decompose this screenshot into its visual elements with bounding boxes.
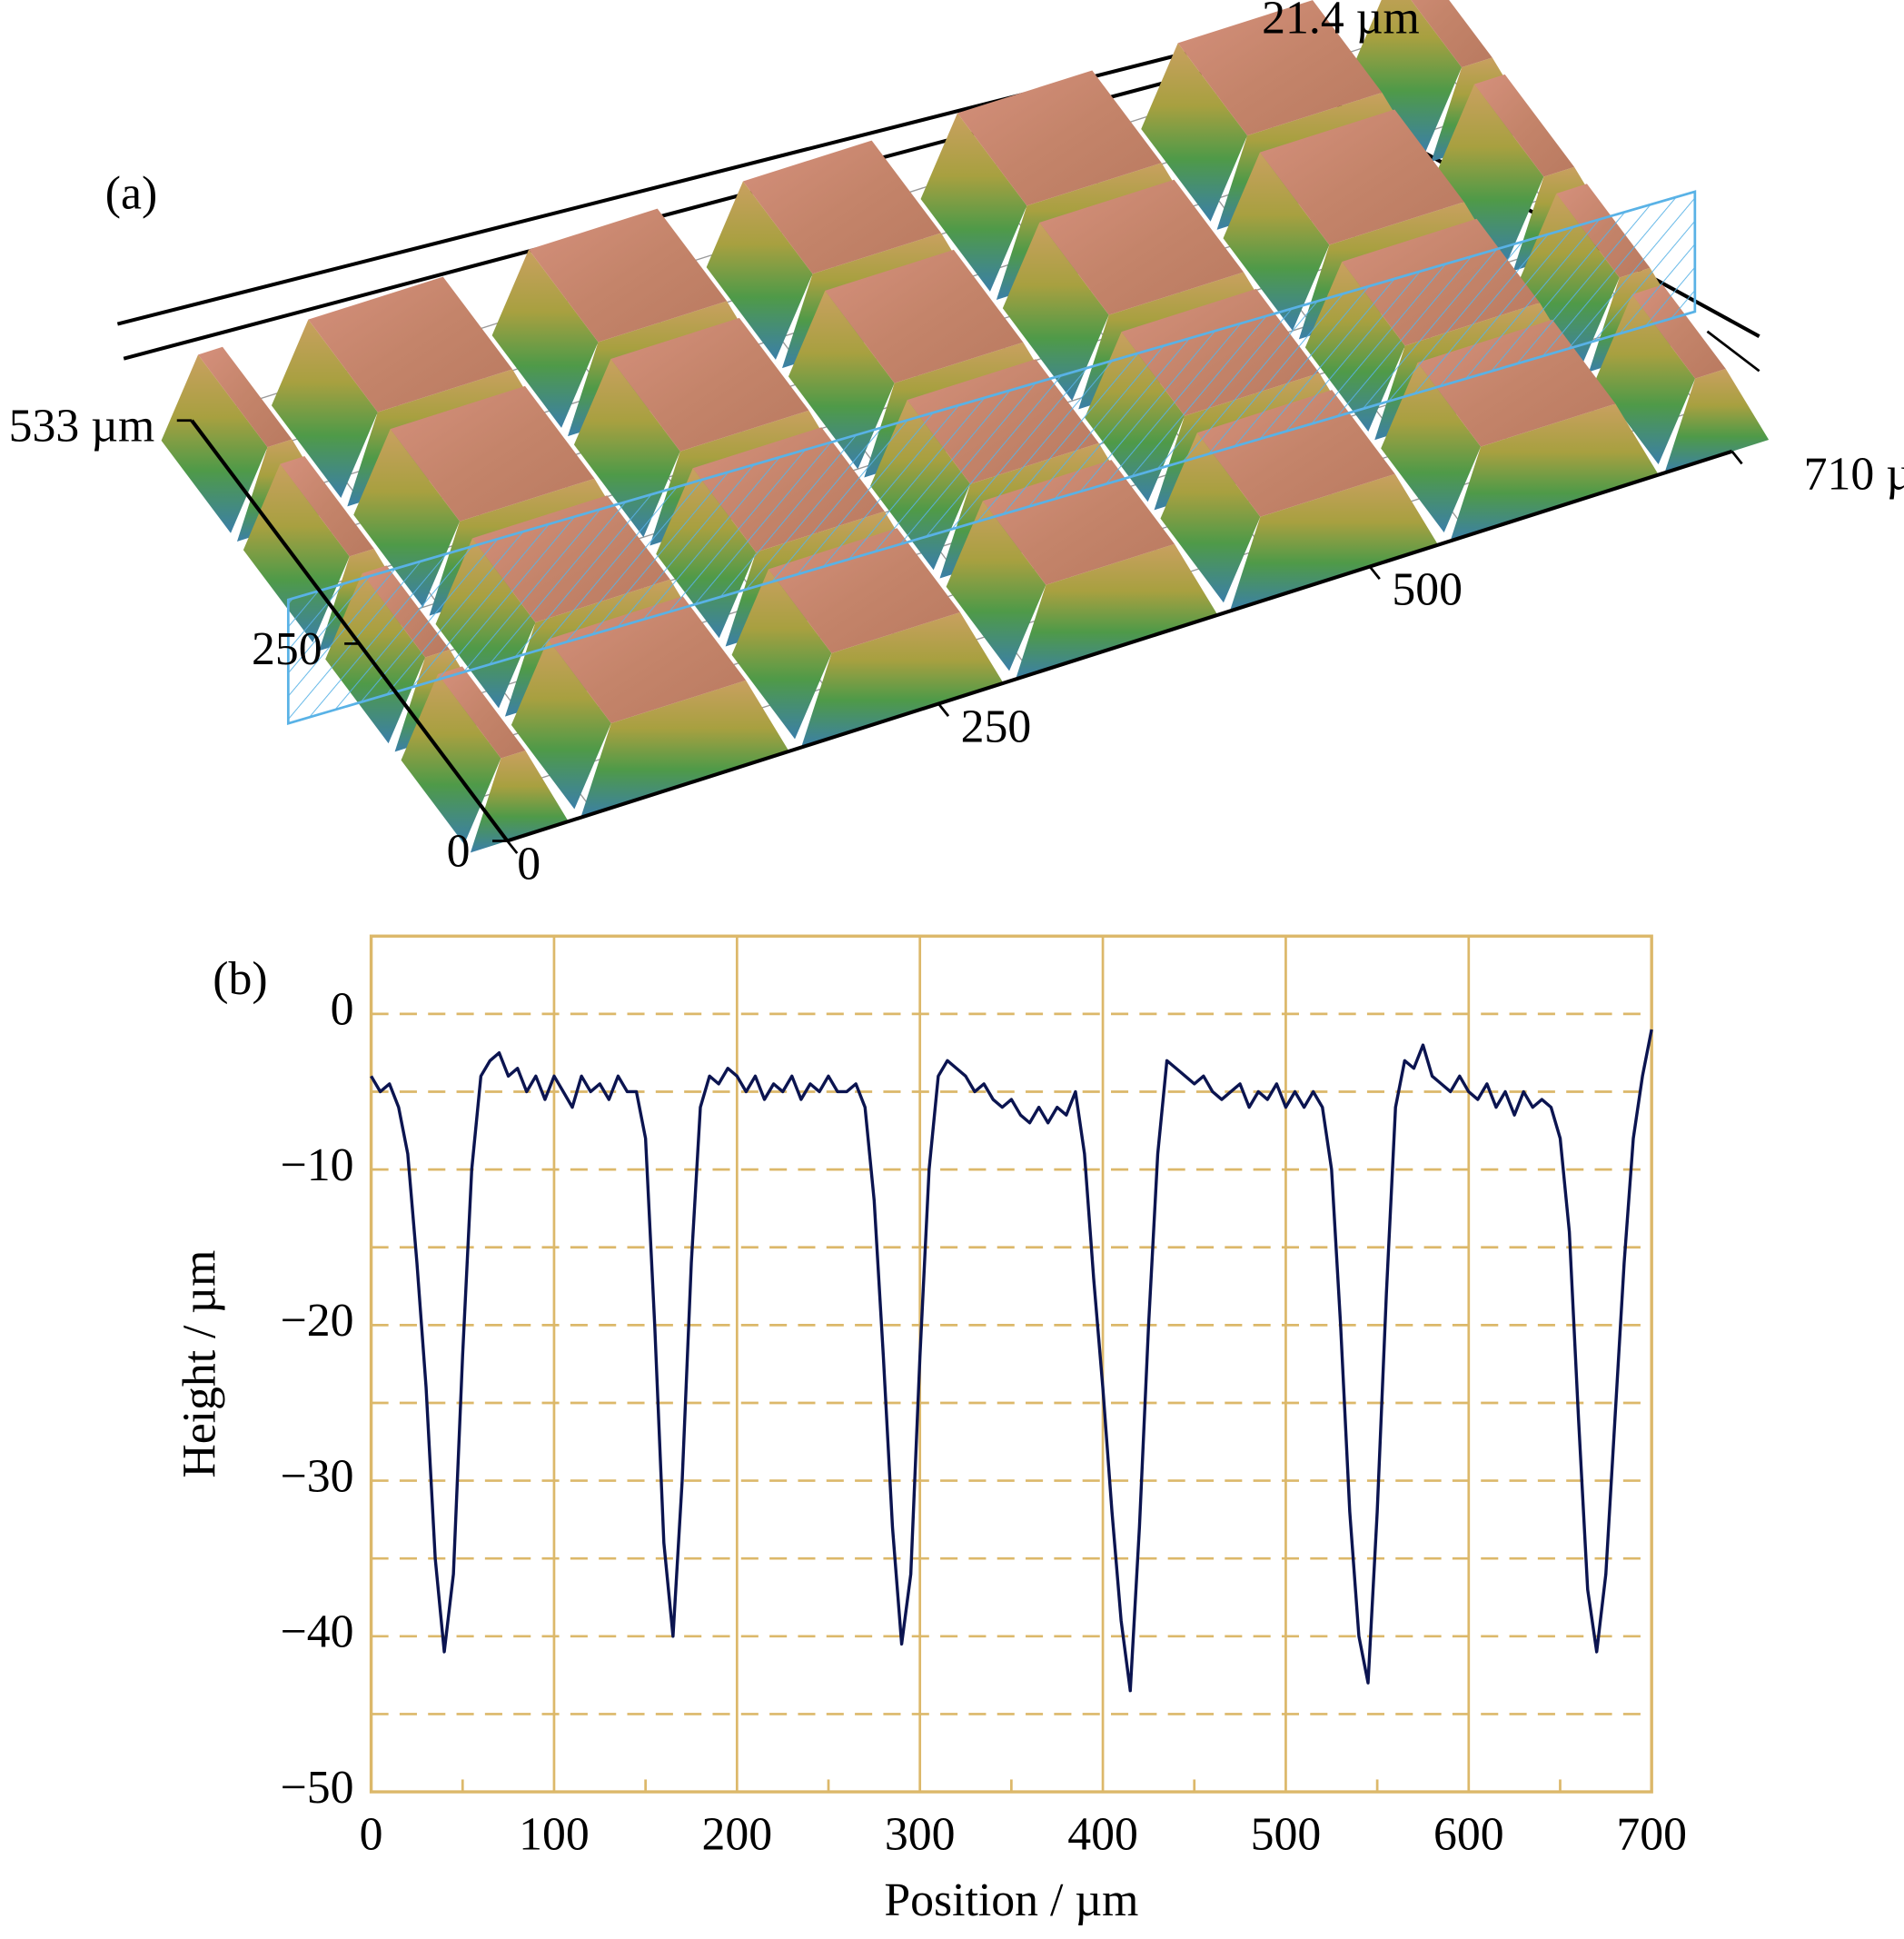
panel-a: 0 250 500 710 µm 0 250 533 µm 21.4 µm (a) [9,0,1904,890]
y-tick-label: −20 [281,1295,354,1347]
panel-b: 0 100 200 300 400 500 600 700 −50 −40 −30 −20 −10 0 Po… [174,934,1687,1926]
block-side [788,290,895,470]
profile-plane [286,190,1697,725]
x-tick-label: 100 [519,1809,590,1861]
x-tick-label: 300 [885,1809,956,1861]
block-top [1259,109,1464,245]
block-top [825,249,1024,383]
x-tick-label: 400 [1067,1809,1138,1861]
block-top [529,208,728,343]
block-side [706,181,813,360]
x-tick-label: 500 [1251,1809,1322,1861]
block-side [800,612,1004,748]
block-side [1595,294,1696,465]
block-side [1002,222,1109,402]
frame-line [1706,330,1760,373]
x-tick [1730,450,1743,465]
block-top [1177,0,1383,136]
block-top [1039,179,1245,315]
block-side [491,249,599,428]
profile-line [370,1029,1653,1693]
block-side [1016,543,1218,680]
x-tick-label: 0 [360,1809,383,1861]
block-top [390,385,595,522]
block-top [437,666,526,759]
axis-line [506,449,1733,843]
x-tick-label: 600 [1433,1809,1504,1861]
y-tick-label: 0 [331,984,354,1036]
block-top [308,276,513,413]
block-side [1223,152,1330,331]
block-side [511,639,611,810]
x-tick [1368,565,1381,581]
block-top [957,70,1162,206]
block-side [920,113,1027,292]
block-top [1474,74,1575,177]
x-tick-label: 0 [517,838,540,890]
block-side [271,319,378,499]
x-tick [506,840,519,854]
axis-line [190,419,510,842]
x-tick [937,702,950,717]
block-top [1411,0,1492,68]
x-axis-title: Position / µm [884,1874,1138,1926]
y-tick-label: −30 [281,1450,354,1502]
block-top [742,140,942,274]
y-tick-label: −40 [281,1606,354,1658]
x-tick-label: 700 [1616,1809,1687,1861]
plot-frame [369,934,1653,1794]
block-side [731,569,832,740]
panel-label: (b) [213,953,267,1005]
block-side [1664,368,1770,473]
block-side [1437,84,1544,263]
y-tick-label: 0 [447,826,471,878]
block-top [198,346,293,448]
block-side [1160,433,1261,603]
x-tick-label: 710 µm [1804,449,1904,501]
block-top [610,317,809,452]
x-tick-label: 200 [702,1809,773,1861]
block-side [1229,473,1439,612]
panel-label: (a) [105,168,157,220]
y-tick-label: 533 µm [9,401,155,452]
x-tick-label: 500 [1392,563,1463,615]
y-tick-label: 250 [252,623,322,675]
y-tick-label: −10 [281,1139,354,1191]
y-axis-title: Height / µm [174,1250,226,1478]
block-top [280,456,374,557]
block-side [1355,0,1463,154]
block-side [580,680,789,818]
block-side [1450,403,1659,542]
z-max-label: 21.4 µm [1262,0,1420,44]
y-tick-label: −50 [281,1762,354,1814]
x-tick-label: 250 [961,701,1032,752]
block-side [1141,43,1248,222]
block-side [946,501,1046,671]
block-side [1381,363,1482,533]
